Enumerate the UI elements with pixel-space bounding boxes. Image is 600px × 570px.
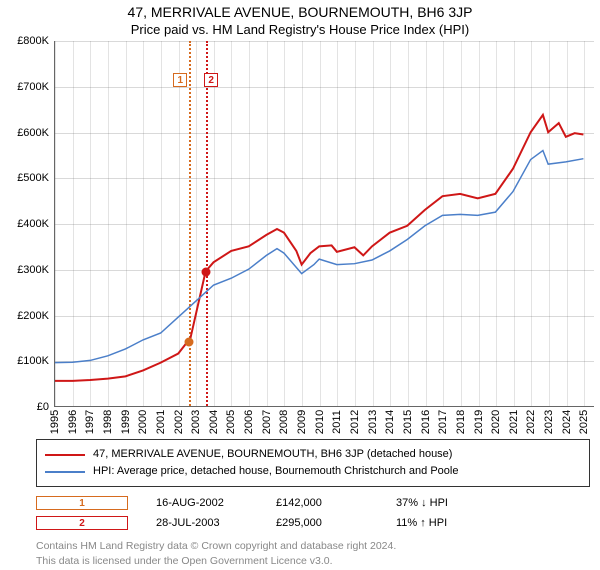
x-tick-label: 2017 [437, 410, 449, 434]
series-prop [55, 115, 583, 381]
legend: 47, MERRIVALE AVENUE, BOURNEMOUTH, BH6 3… [36, 439, 590, 487]
x-tick-label: 2001 [155, 410, 167, 434]
x-tick-label: 2010 [314, 410, 326, 434]
y-tick-label: £800K [1, 35, 49, 47]
x-tick-label: 2004 [208, 410, 220, 434]
sales-table: 1 16-AUG-2002 £142,000 37% ↓ HPI 2 28-JU… [36, 493, 590, 533]
x-tick-label: 1999 [120, 410, 132, 434]
x-tick-label: 2023 [543, 410, 555, 434]
x-tick-label: 2018 [455, 410, 467, 434]
y-tick-label: £0 [1, 401, 49, 413]
sale-delta: 11% ↑ HPI [396, 517, 488, 529]
footer-line: Contains HM Land Registry data © Crown c… [36, 539, 590, 554]
y-tick-label: £500K [1, 172, 49, 184]
sale-date: 16-AUG-2002 [156, 497, 248, 509]
line-svg [55, 41, 594, 406]
sale-date: 28-JUL-2003 [156, 517, 248, 529]
footer: Contains HM Land Registry data © Crown c… [36, 539, 590, 569]
x-tick-label: 2014 [384, 410, 396, 434]
y-tick-label: £300K [1, 264, 49, 276]
x-tick-label: 2020 [490, 410, 502, 434]
chart-area: £0£100K£200K£300K£400K£500K£600K£700K£80… [54, 41, 594, 407]
x-tick-label: 2021 [508, 410, 520, 434]
chart-title: 47, MERRIVALE AVENUE, BOURNEMOUTH, BH6 3… [0, 0, 600, 20]
x-tick-label: 1996 [67, 410, 79, 434]
sale-row: 1 16-AUG-2002 £142,000 37% ↓ HPI [36, 493, 590, 513]
legend-swatch-hpi [45, 471, 85, 473]
y-tick-label: £600K [1, 127, 49, 139]
x-tick-label: 2013 [367, 410, 379, 434]
x-tick-label: 2007 [261, 410, 273, 434]
legend-label-hpi: HPI: Average price, detached house, Bour… [93, 463, 458, 480]
sale-dot [185, 338, 194, 347]
x-tick-label: 2006 [243, 410, 255, 434]
sale-marker-icon: 2 [36, 516, 128, 530]
x-tick-label: 2011 [331, 410, 343, 434]
legend-label-prop: 47, MERRIVALE AVENUE, BOURNEMOUTH, BH6 3… [93, 446, 452, 463]
plot-area: £0£100K£200K£300K£400K£500K£600K£700K£80… [54, 41, 594, 407]
sale-delta: 37% ↓ HPI [396, 497, 488, 509]
sale-label-box: 2 [204, 73, 218, 87]
legend-item-prop: 47, MERRIVALE AVENUE, BOURNEMOUTH, BH6 3… [45, 446, 581, 463]
x-tick-label: 2008 [278, 410, 290, 434]
x-tick-label: 2009 [296, 410, 308, 434]
sale-price: £142,000 [276, 497, 368, 509]
x-tick-label: 1995 [49, 410, 61, 434]
x-tick-label: 2012 [349, 410, 361, 434]
x-tick-label: 2025 [578, 410, 590, 434]
x-tick-label: 2022 [525, 410, 537, 434]
chart-container: 47, MERRIVALE AVENUE, BOURNEMOUTH, BH6 3… [0, 0, 600, 560]
sale-row: 2 28-JUL-2003 £295,000 11% ↑ HPI [36, 513, 590, 533]
x-tick-label: 2005 [225, 410, 237, 434]
legend-swatch-prop [45, 454, 85, 456]
y-tick-label: £400K [1, 218, 49, 230]
x-tick-label: 2002 [173, 410, 185, 434]
x-tick-label: 2000 [137, 410, 149, 434]
chart-subtitle: Price paid vs. HM Land Registry's House … [0, 20, 600, 41]
sale-dot [202, 268, 211, 277]
x-tick-label: 2003 [190, 410, 202, 434]
y-tick-label: £700K [1, 81, 49, 93]
sale-marker-icon: 1 [36, 496, 128, 510]
x-tick-label: 1997 [84, 410, 96, 434]
sale-price: £295,000 [276, 517, 368, 529]
x-tick-label: 2024 [561, 410, 573, 434]
y-tick-label: £200K [1, 310, 49, 322]
legend-item-hpi: HPI: Average price, detached house, Bour… [45, 463, 581, 480]
x-tick-label: 2015 [402, 410, 414, 434]
x-tick-label: 2019 [473, 410, 485, 434]
footer-line: This data is licensed under the Open Gov… [36, 554, 590, 569]
sale-label-box: 1 [173, 73, 187, 87]
x-tick-label: 1998 [102, 410, 114, 434]
x-tick-label: 2016 [420, 410, 432, 434]
y-tick-label: £100K [1, 355, 49, 367]
